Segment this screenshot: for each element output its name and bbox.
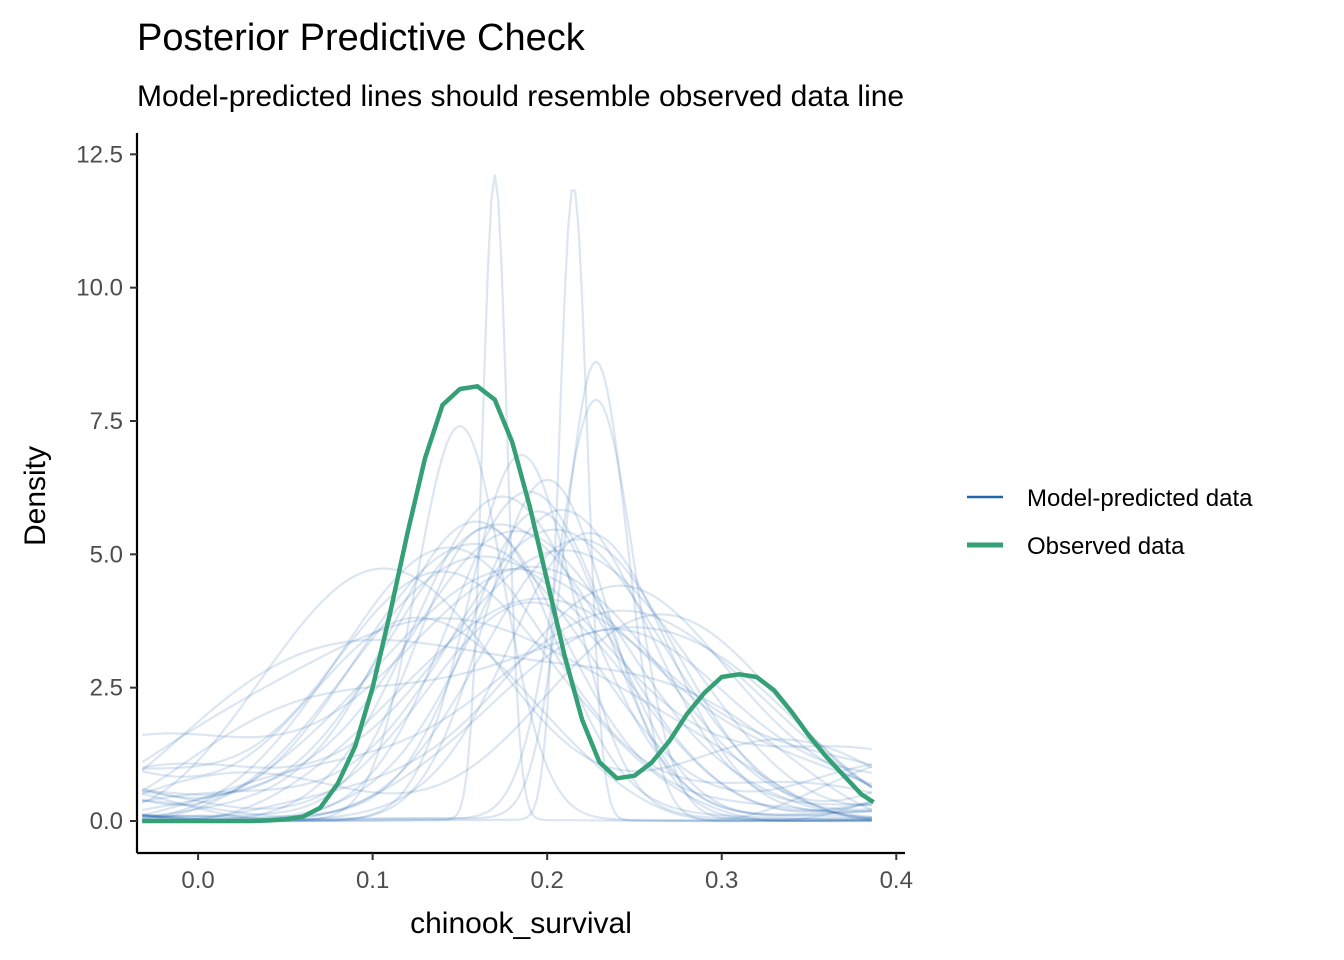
chart-subtitle: Model-predicted lines should resemble ob… <box>137 80 904 113</box>
predicted-line-14 <box>142 538 872 818</box>
predicted-line-35 <box>142 510 872 823</box>
predicted-line-36 <box>142 526 872 822</box>
predicted-line-26 <box>142 601 873 813</box>
chart-title: Posterior Predictive Check <box>137 17 586 59</box>
x-tick-label: 0.4 <box>880 867 913 894</box>
predicted-line-30 <box>141 626 873 792</box>
x-tick-label: 0.0 <box>181 867 214 894</box>
x-tick-label: 0.2 <box>530 867 563 894</box>
predicted-line-2 <box>142 189 872 823</box>
predicted-line-21 <box>141 555 872 807</box>
predicted-line-22 <box>141 597 873 821</box>
predicted-line-16 <box>142 567 873 821</box>
predicted-line-20 <box>141 542 872 800</box>
legend-label-observed: Observed data <box>1027 533 1185 560</box>
predicted-line-29 <box>141 638 873 811</box>
predicted-line-13 <box>142 523 873 812</box>
predicted-line-5 <box>142 424 872 823</box>
predicted-line-33 <box>142 495 872 821</box>
predicted-line-19 <box>142 549 872 807</box>
predicted-line-18 <box>142 570 873 822</box>
predicted-line-25 <box>142 565 873 803</box>
y-tick-label: 0.0 <box>90 808 123 835</box>
y-tick-label: 10.0 <box>76 275 123 302</box>
y-axis-title: Density <box>19 446 52 546</box>
predicted-line-15 <box>142 546 873 820</box>
x-tick-label: 0.1 <box>356 867 389 894</box>
predicted-line-24 <box>141 609 873 817</box>
axes: 0.0 2.5 5.0 7.5 10.0 12.5 0.0 0.1 0.2 0.3 0.4 <box>76 133 913 894</box>
legend: Model-predicted data Observed data <box>967 485 1253 560</box>
y-tick-label: 12.5 <box>76 141 123 168</box>
predicted-line-17 <box>142 584 873 823</box>
predicted-line-6 <box>142 453 872 823</box>
y-tick-label: 5.0 <box>90 541 123 568</box>
y-tick-label: 7.5 <box>90 408 123 435</box>
predicted-line-11 <box>142 529 872 820</box>
legend-label-predicted: Model-predicted data <box>1027 485 1253 512</box>
x-tick-label: 0.3 <box>705 867 738 894</box>
predicted-line-12 <box>142 528 872 820</box>
predicted-line-27 <box>141 567 873 805</box>
y-tick-label: 2.5 <box>90 675 123 702</box>
plot-area <box>141 174 875 824</box>
predicted-line-31 <box>141 616 873 821</box>
predicted-line-23 <box>141 617 872 822</box>
predicted-line-32 <box>141 613 873 795</box>
x-axis-title: chinook_survival <box>410 907 632 940</box>
predicted-line-10 <box>142 520 872 818</box>
observed-line <box>142 384 875 824</box>
